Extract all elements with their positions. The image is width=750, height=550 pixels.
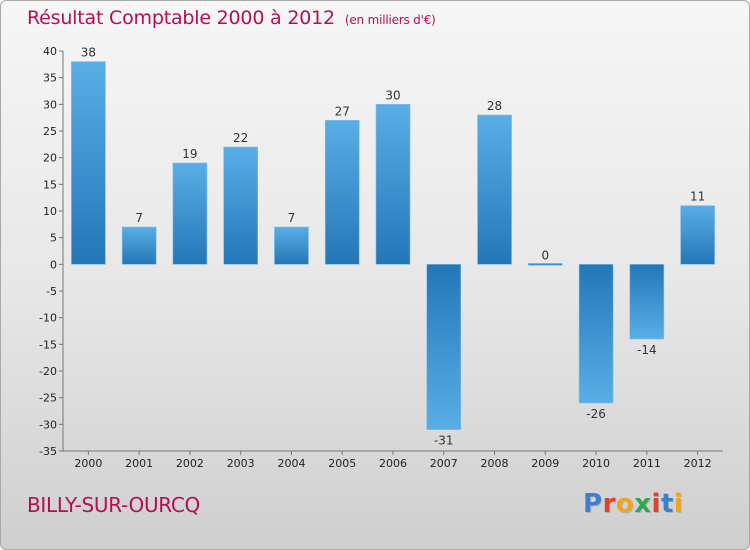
- bar-2006: [375, 104, 411, 265]
- y-tick-label: 30: [43, 98, 57, 111]
- x-tick-label: 2002: [176, 457, 204, 470]
- y-tick-label: 40: [43, 45, 57, 58]
- chart-axes: 40 35 30 25 20 15 10 5 0 -5 -10 -15 -20 -25 -30 -35 2000…: [39, 45, 723, 470]
- data-label-2006: 30: [385, 88, 400, 102]
- bar-2003: [223, 146, 258, 265]
- y-tick-label: 25: [43, 125, 57, 138]
- data-label-2011: -14: [637, 343, 657, 357]
- data-label-2012: 11: [690, 190, 705, 204]
- x-tick-label: 2000: [74, 457, 102, 470]
- y-tick-label: -25: [39, 392, 57, 405]
- y-tick-label: -35: [39, 445, 57, 458]
- proxiti-logo: Proxiti: [583, 489, 684, 519]
- data-label-2007: -31: [434, 434, 454, 448]
- data-label-2002: 19: [182, 147, 197, 161]
- chart-data-labels: 38 7 19 22 7 27 30 -31 28 0 -26 -14 11: [81, 46, 706, 448]
- x-tick-label: 2005: [328, 457, 356, 470]
- bar-2008: [477, 114, 512, 265]
- chart-title: Résultat Comptable 2000 à 2012 (en millie…: [27, 7, 436, 29]
- x-tick-label: 2007: [430, 457, 458, 470]
- bar-2005: [324, 120, 360, 265]
- bar-2011: [629, 264, 665, 340]
- data-label-2005: 27: [335, 104, 350, 118]
- data-label-2001: 7: [135, 211, 143, 225]
- y-tick-label: 15: [43, 178, 57, 191]
- data-label-2008: 28: [487, 99, 502, 113]
- x-tick-label: 2012: [684, 457, 712, 470]
- data-label-2000: 38: [81, 46, 96, 60]
- x-tick-label: 2008: [481, 457, 509, 470]
- commune-name: BILLY-SUR-OURCQ: [27, 493, 200, 517]
- x-tick-label: 2003: [227, 457, 255, 470]
- x-tick-label: 2001: [125, 457, 153, 470]
- y-tick-label: 10: [43, 205, 57, 218]
- x-tick-label: 2004: [277, 457, 305, 470]
- data-label-2004: 7: [288, 211, 296, 225]
- y-tick-label: 5: [50, 232, 57, 245]
- bar-2007: [426, 264, 462, 430]
- y-tick-label: -15: [39, 338, 57, 351]
- x-tick-label: 2010: [582, 457, 610, 470]
- bar-2010: [578, 264, 614, 404]
- bar-2012: [680, 205, 715, 265]
- bar-2000: [71, 61, 106, 265]
- y-tick-label: -5: [46, 285, 57, 298]
- x-tick-label: 2006: [379, 457, 407, 470]
- data-label-2010: -26: [586, 407, 606, 421]
- bar-2001: [121, 226, 157, 265]
- bar-2002: [172, 162, 208, 265]
- data-label-2009: 0: [541, 248, 549, 262]
- y-tick-label: -30: [39, 418, 57, 431]
- y-tick-label: 0: [50, 258, 57, 271]
- chart-subtitle: (en milliers d'€): [344, 13, 436, 27]
- y-tick-label: 20: [43, 152, 57, 165]
- chart-bars: [71, 61, 715, 430]
- bar-2004: [274, 226, 309, 265]
- chart-title-text: Résultat Comptable 2000 à 2012: [27, 7, 335, 29]
- bar-2009: [528, 263, 563, 266]
- data-label-2003: 22: [233, 131, 248, 145]
- y-tick-label: -20: [39, 365, 57, 378]
- x-tick-label: 2009: [531, 457, 559, 470]
- y-tick-label: 35: [43, 72, 57, 85]
- x-tick-label: 2011: [633, 457, 661, 470]
- y-tick-label: -10: [39, 312, 57, 325]
